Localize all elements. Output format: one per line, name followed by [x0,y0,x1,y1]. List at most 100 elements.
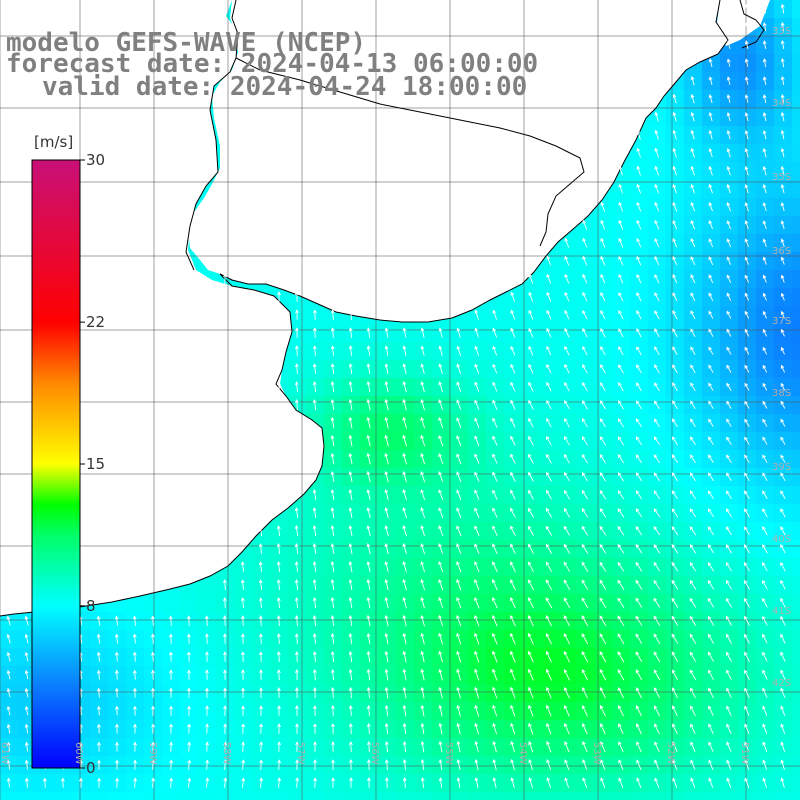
wind-arrow [456,632,462,645]
wind-arrow [241,777,246,788]
wind-arrow [528,489,534,500]
wind-arrow [402,650,407,663]
wind-arrow [762,687,768,698]
wind-arrow [259,759,264,770]
title-model: modelo GEFS-WAVE (NCEP) [6,28,367,58]
wind-arrow [599,651,607,663]
wind-arrow [653,687,660,699]
wind-arrow [187,687,191,698]
wind-arrow [744,723,750,734]
wind-arrow [618,309,624,320]
wind-arrow [563,561,571,572]
wind-arrow [689,472,696,482]
wind-arrow [6,705,11,716]
wind-arrow [762,508,768,518]
wind-arrow [564,399,570,410]
wind-arrow [581,579,589,590]
wind-arrow [348,632,353,645]
wind-arrow [492,579,498,591]
wind-arrow [600,723,606,735]
wind-arrow [294,579,299,591]
wind-arrow [420,668,425,681]
wind-arrow [582,309,588,320]
wind-arrow [546,363,552,374]
wind-arrow [510,525,516,536]
wind-arrow [708,669,714,680]
wind-arrow [582,381,588,392]
wind-arrow [241,759,246,770]
wind-arrow [6,633,11,644]
wind-arrow [456,740,461,753]
wind-arrow [726,202,731,212]
colorbar-unit: [m/s] [34,133,74,151]
wind-arrow [366,632,371,645]
wind-arrow [366,525,371,537]
wind-arrow [654,400,660,410]
wind-arrow [762,597,768,608]
wind-arrow [564,237,570,248]
wind-arrow [312,381,317,393]
wind-arrow [438,345,443,356]
wind-arrow [546,381,552,392]
wind-arrow [258,651,263,662]
wind-arrow [330,614,335,627]
wind-arrow [456,758,461,771]
wind-arrow [222,633,227,644]
wind-arrow [223,723,228,734]
wind-arrow [510,363,516,374]
wind-arrow [438,686,443,699]
wind-arrow [563,686,570,699]
wind-arrow [726,147,731,158]
wind-arrow [420,471,426,483]
wind-arrow [635,436,642,446]
wind-arrow [492,507,498,518]
wind-arrow [618,255,624,266]
wind-arrow [438,489,444,501]
wind-arrow [133,741,137,752]
wind-arrow [654,274,660,284]
wind-arrow [456,777,461,789]
wind-arrow [690,382,696,392]
wind-arrow [312,399,317,411]
wind-arrow [780,490,786,500]
wind-arrow [527,686,534,699]
wind-arrow [474,327,479,338]
wind-arrow [114,687,119,698]
wind-arrow [528,417,534,428]
wind-arrow [744,400,750,409]
wind-arrow [259,741,264,752]
wind-arrow [618,346,624,356]
wind-arrow [492,435,498,446]
wind-arrow [635,705,642,717]
wind-arrow [294,687,299,699]
longitude-label: 55W [443,742,454,765]
wind-arrow [330,596,335,609]
wind-arrow [474,435,480,446]
wind-arrow [671,544,679,554]
wind-arrow [617,579,625,590]
wind-arrow [6,651,11,662]
wind-arrow [294,669,299,681]
wind-arrow [276,381,281,392]
wind-arrow [169,759,174,770]
wind-arrow [402,578,407,591]
wind-arrow [672,400,678,410]
wind-arrow [474,507,480,518]
wind-arrow [6,741,11,752]
wind-arrow [205,759,210,770]
wind-arrow [654,129,659,140]
wind-arrow [384,345,389,356]
wind-arrow [545,507,552,518]
wind-arrow [653,526,661,536]
wind-arrow [6,669,11,680]
wind-arrow [546,399,552,410]
wind-arrow [348,380,353,393]
wind-arrow [653,615,661,626]
wind-arrow [312,507,317,519]
wind-arrow [438,704,443,717]
wind-arrow [438,596,444,609]
wind-arrow [420,452,426,465]
wind-arrow [744,418,750,427]
wind-arrow [438,614,444,627]
wind-arrow [294,525,299,537]
